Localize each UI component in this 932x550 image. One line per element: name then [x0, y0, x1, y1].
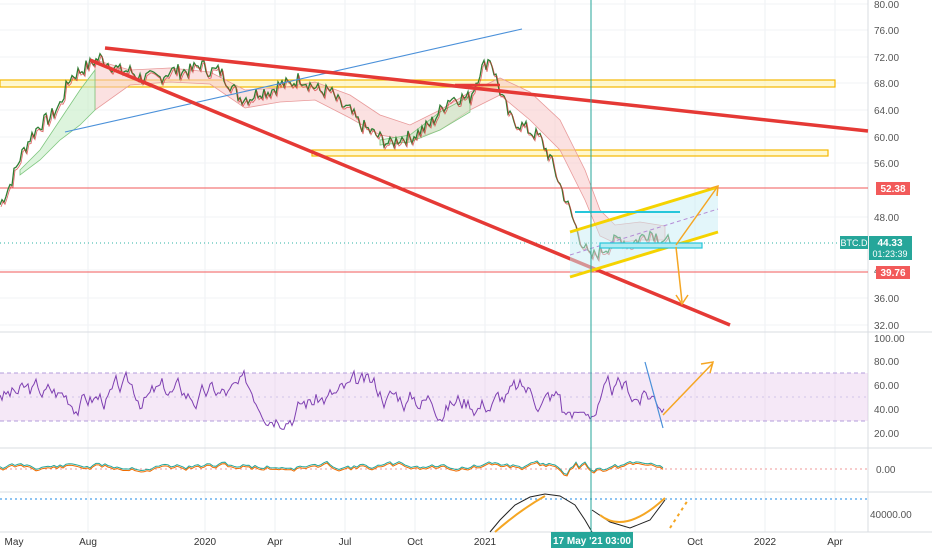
rsi-tick: 60.00	[874, 381, 899, 392]
price-tick: 76.00	[874, 26, 899, 37]
rsi-arrow-head	[700, 361, 715, 374]
rsi-pane	[0, 361, 868, 430]
resistance-tag: 52.38	[876, 182, 910, 195]
current-value-label: 44.33	[877, 238, 902, 249]
volume-projection-dots	[669, 499, 689, 529]
price-tick: 64.00	[874, 106, 899, 117]
cursor-date-box	[551, 532, 633, 548]
current-tag: BTC.D 44.33 01:23:39	[840, 236, 912, 260]
oscillator-tick: 0.00	[876, 465, 896, 476]
volume-orange-curve-2	[599, 497, 666, 523]
rsi-tick: 40.00	[874, 405, 899, 416]
volume-curve-left	[489, 493, 593, 533]
time-tick: 2020	[194, 537, 217, 548]
bearish-arrow-shaft	[675, 246, 683, 303]
time-tick: 2021	[474, 537, 497, 548]
descending-support-trendline	[89, 58, 731, 327]
time-tick: 2022	[754, 537, 777, 548]
price-tick: 80.00	[874, 0, 899, 11]
symbol-tag-box	[840, 236, 868, 249]
support-tag: 39.76	[876, 266, 910, 279]
plot-area	[0, 0, 868, 532]
price-tick: 72.00	[874, 53, 899, 64]
time-tick: Oct	[407, 537, 423, 548]
bearish-arrow-head	[675, 294, 689, 306]
countdown-label: 01:23:39	[872, 249, 907, 259]
time-tick: Apr	[267, 537, 283, 548]
channel-mid-line	[569, 208, 719, 256]
channel-upper-line	[569, 185, 719, 234]
price-tick: 36.00	[874, 294, 899, 305]
time-axis: May Aug 2020 Apr Jul Oct 2021 Oct 2022 Apr	[5, 537, 844, 548]
time-tick: Apr	[827, 537, 843, 548]
oscillator-line-fast	[0, 460, 664, 475]
volume-pane	[0, 493, 868, 533]
rsi-trendline	[644, 361, 664, 429]
projection-arrows	[675, 184, 719, 306]
time-tick: Aug	[79, 537, 97, 548]
resistance-tag-label: 52.38	[880, 184, 905, 195]
current-tag-box	[869, 236, 912, 260]
range-bottom-zone	[599, 242, 703, 249]
symbol-tag-label: BTC.D	[841, 238, 869, 248]
time-tick: Jul	[339, 537, 352, 548]
support-tag-label: 39.76	[880, 268, 905, 279]
blue-trendline	[64, 28, 523, 133]
volume-orange-curve	[494, 495, 546, 533]
oscillator-pane	[0, 460, 868, 477]
time-tick: May	[5, 537, 24, 548]
rsi-axis: 100.00 80.00 60.00 40.00 20.00	[874, 334, 905, 440]
cloud-bullish	[19, 68, 96, 176]
channel-lower-line	[569, 230, 719, 279]
price-series-shadow	[0, 54, 670, 263]
rising-channel	[569, 185, 719, 279]
rsi-tick: 100.00	[874, 334, 905, 345]
rsi-tick: 20.00	[874, 429, 899, 440]
cursor-date-label: 17 May '21 03:00	[553, 536, 631, 547]
price-tick: 32.00	[874, 321, 899, 332]
price-tick: 60.00	[874, 133, 899, 144]
price-tick: 48.00	[874, 213, 899, 224]
volume-tick: 40000.00	[870, 510, 912, 521]
descending-resistance-trendline	[104, 46, 869, 133]
bullish-arrow-shaft	[675, 185, 719, 246]
rsi-line	[0, 369, 665, 430]
price-tick: 68.00	[874, 79, 899, 90]
price-tick: 56.00	[874, 159, 899, 170]
rsi-tick: 80.00	[874, 357, 899, 368]
rsi-projection-arrow	[662, 362, 714, 416]
oscillator-line-slow	[0, 461, 664, 477]
bullish-arrow-head	[707, 184, 719, 197]
resistance-tag-box	[876, 182, 910, 195]
support-tag-box	[876, 266, 910, 279]
time-tick: Oct	[687, 537, 703, 548]
